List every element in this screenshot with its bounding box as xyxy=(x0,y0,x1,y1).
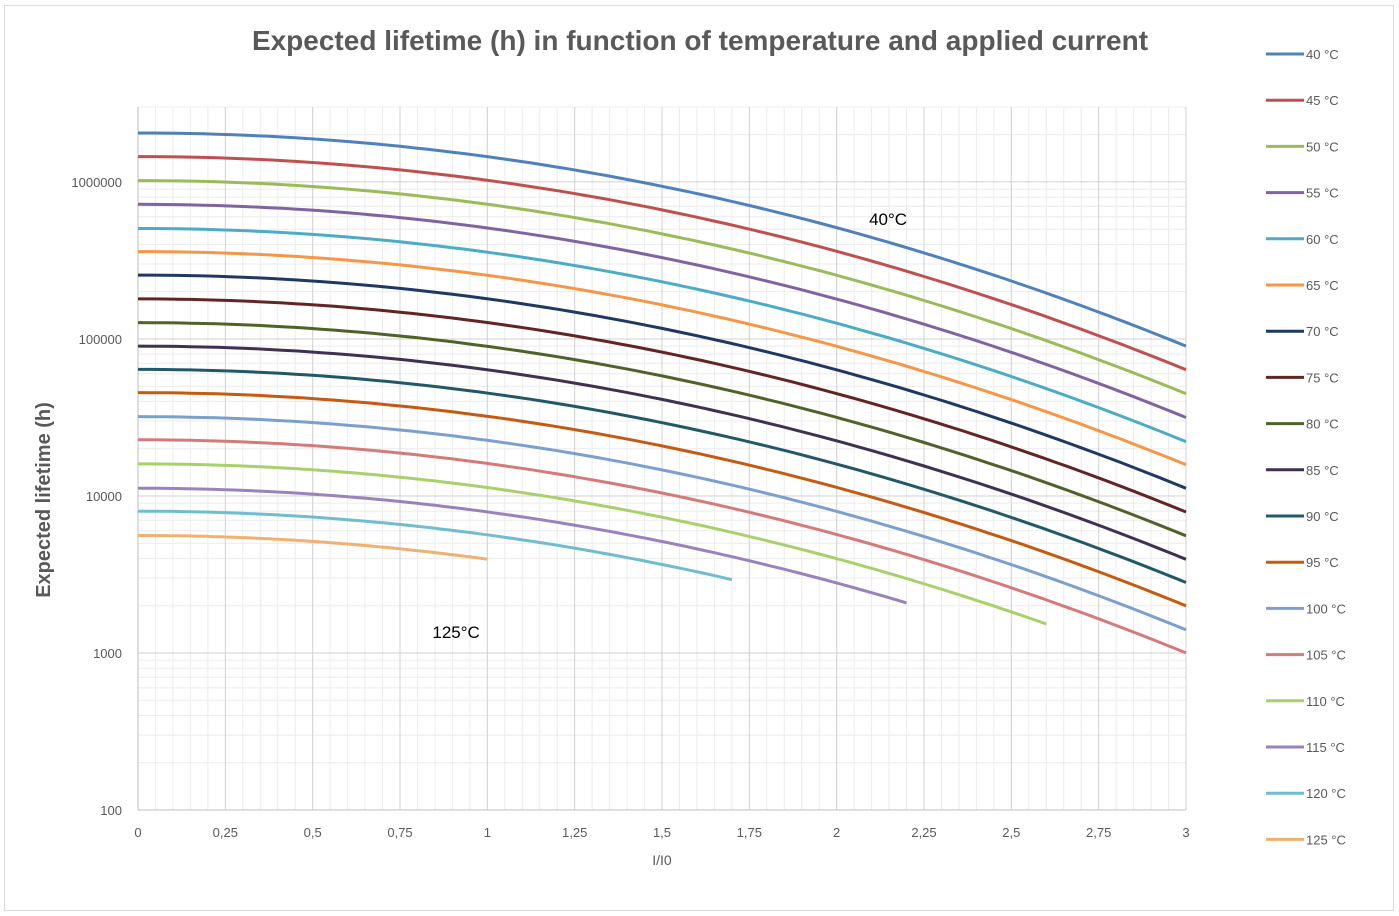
y-axis-title: Expected lifetime (h) xyxy=(33,402,55,598)
legend-label: 70 °C xyxy=(1306,324,1339,339)
legend-label: 115 °C xyxy=(1306,740,1345,755)
x-tick-label: 1,5 xyxy=(653,825,671,840)
series-line xyxy=(137,391,1187,608)
legend-label: 120 °C xyxy=(1306,786,1346,801)
legend-label: 95 °C xyxy=(1306,555,1339,570)
legend-label: 40 °C xyxy=(1306,47,1339,62)
series-line xyxy=(137,415,1187,632)
series-line xyxy=(138,534,488,561)
legend-label: 110 °C xyxy=(1306,694,1345,709)
legend-label: 55 °C xyxy=(1306,186,1339,201)
series-lines xyxy=(137,131,1187,655)
x-tick-label: 0,25 xyxy=(213,825,238,840)
legend-label: 60 °C xyxy=(1306,232,1339,247)
x-tick-label: 1,75 xyxy=(737,825,762,840)
x-tick-label: 0,75 xyxy=(387,825,412,840)
y-tick-label: 100 xyxy=(100,803,122,818)
y-tick-label: 100000 xyxy=(79,332,122,347)
series-line xyxy=(138,227,1187,444)
x-tick-label: 0 xyxy=(134,825,141,840)
series-line xyxy=(138,250,1187,467)
legend-label: 85 °C xyxy=(1306,463,1339,478)
legend-label: 65 °C xyxy=(1306,278,1339,293)
annotations: 40°C 125°C xyxy=(432,210,907,642)
series-line xyxy=(138,438,1187,655)
x-axis-title: I/I0 xyxy=(652,852,672,868)
axes xyxy=(137,107,1186,811)
series-line xyxy=(138,462,1047,626)
series-line xyxy=(137,344,1187,561)
legend: 40 °C 45 °C 50 °C 55 °C 60 °C 65 °C 70 °C 75 °C… xyxy=(1266,47,1346,847)
series-line xyxy=(138,131,1187,348)
x-tick-label: 1,25 xyxy=(562,825,587,840)
legend-label: 125 °C xyxy=(1306,832,1346,847)
chart-title: Expected lifetime (h) in function of tem… xyxy=(252,25,1148,56)
legend-label: 75 °C xyxy=(1306,370,1339,385)
series-line xyxy=(138,179,1187,396)
major-gridlines xyxy=(137,107,1187,811)
series-line xyxy=(137,321,1187,538)
series-line xyxy=(138,486,907,605)
series-line xyxy=(138,155,1187,372)
series-line xyxy=(138,273,1187,490)
legend-label: 105 °C xyxy=(1306,648,1346,663)
legend-label: 45 °C xyxy=(1306,93,1339,108)
x-tick-label: 0,5 xyxy=(304,825,322,840)
series-line xyxy=(137,202,1187,419)
legend-label: 50 °C xyxy=(1306,139,1339,154)
series-line xyxy=(138,509,733,582)
y-tick-label: 10000 xyxy=(86,489,122,504)
x-tick-label: 1 xyxy=(484,825,491,840)
annotation-label: 40°C xyxy=(869,210,907,229)
series-line xyxy=(138,367,1187,584)
y-tick-label: 1000 xyxy=(93,646,122,661)
x-tick-label: 2 xyxy=(833,825,840,840)
tick-labels: 0 0,25 0,5 0,75 1 1,25 1,5 1,75 2 2,25 2,5 2,75 3 100… xyxy=(71,175,1189,840)
legend-label: 90 °C xyxy=(1306,509,1339,524)
series-line xyxy=(138,297,1187,514)
x-tick-label: 2,25 xyxy=(911,825,936,840)
legend-label: 100 °C xyxy=(1306,601,1346,616)
legend-label: 80 °C xyxy=(1306,417,1339,432)
chart-frame xyxy=(4,5,1394,911)
x-tick-label: 3 xyxy=(1182,825,1189,840)
annotation-label: 125°C xyxy=(432,623,479,642)
y-tick-label: 1000000 xyxy=(71,175,122,190)
x-tick-label: 2,5 xyxy=(1002,825,1020,840)
x-tick-label: 2,75 xyxy=(1086,825,1111,840)
